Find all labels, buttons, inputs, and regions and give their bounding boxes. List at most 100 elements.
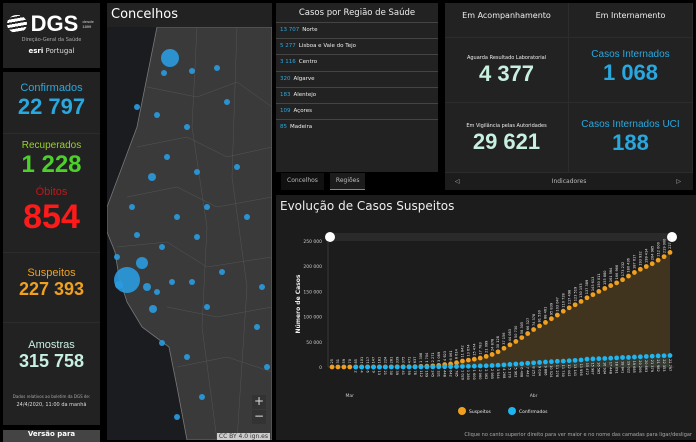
data-point-suspeitos[interactable] xyxy=(584,295,590,301)
data-point-suspeitos[interactable] xyxy=(626,273,631,279)
data-point-suspeitos[interactable] xyxy=(537,323,542,329)
data-point-suspeitos[interactable] xyxy=(454,360,459,366)
data-point-suspeitos[interactable] xyxy=(329,364,335,370)
case-bubble[interactable] xyxy=(204,304,210,310)
data-point-confirmados[interactable] xyxy=(655,353,661,359)
case-bubble[interactable] xyxy=(234,164,240,170)
data-point-confirmados[interactable] xyxy=(537,360,542,365)
data-point-confirmados[interactable] xyxy=(590,356,596,362)
data-point-suspeitos[interactable] xyxy=(531,327,537,332)
data-point-confirmados[interactable] xyxy=(448,364,453,370)
data-point-confirmados[interactable] xyxy=(626,355,631,360)
data-point-confirmados[interactable] xyxy=(507,361,513,367)
data-point-confirmados[interactable] xyxy=(477,363,483,369)
region-row[interactable]: 109 Açores xyxy=(276,102,438,119)
data-point-confirmados[interactable] xyxy=(495,362,501,368)
data-point-suspeitos[interactable] xyxy=(661,254,667,260)
case-bubble[interactable] xyxy=(184,124,190,130)
data-point-confirmados[interactable] xyxy=(608,355,614,361)
data-point-confirmados[interactable] xyxy=(584,356,590,362)
data-point-suspeitos[interactable] xyxy=(513,339,519,344)
data-point-confirmados[interactable] xyxy=(649,353,655,359)
data-point-confirmados[interactable] xyxy=(667,353,673,358)
map-panel[interactable]: Concelhos + − CC BY 4.0 ign.es xyxy=(107,3,272,440)
case-bubble[interactable] xyxy=(154,289,160,295)
data-point-suspeitos[interactable] xyxy=(495,349,501,355)
case-bubble[interactable] xyxy=(161,70,167,76)
case-bubble[interactable] xyxy=(143,283,151,291)
data-point-confirmados[interactable] xyxy=(371,364,376,370)
data-point-confirmados[interactable] xyxy=(602,356,608,361)
data-point-suspeitos[interactable] xyxy=(667,249,673,255)
data-point-suspeitos[interactable] xyxy=(637,266,643,272)
case-bubble[interactable] xyxy=(204,204,210,210)
case-bubble[interactable] xyxy=(114,254,120,260)
data-point-confirmados[interactable] xyxy=(412,364,418,370)
case-bubble[interactable] xyxy=(136,257,148,269)
data-point-suspeitos[interactable] xyxy=(620,277,625,283)
data-point-suspeitos[interactable] xyxy=(477,355,483,361)
data-point-confirmados[interactable] xyxy=(614,355,620,361)
data-point-confirmados[interactable] xyxy=(430,364,436,370)
case-bubble[interactable] xyxy=(161,49,179,67)
range-slider-start-handle[interactable] xyxy=(325,232,335,242)
case-bubble[interactable] xyxy=(219,269,225,275)
case-bubble[interactable] xyxy=(194,234,200,240)
case-bubble[interactable] xyxy=(244,214,250,220)
data-point-confirmados[interactable] xyxy=(566,358,572,364)
case-bubble[interactable] xyxy=(164,154,170,160)
data-point-confirmados[interactable] xyxy=(661,353,667,359)
zoom-out-button[interactable]: − xyxy=(252,409,266,424)
case-bubble[interactable] xyxy=(174,214,180,220)
data-point-suspeitos[interactable] xyxy=(483,353,489,359)
range-slider-end-handle[interactable] xyxy=(667,232,677,242)
data-point-suspeitos[interactable] xyxy=(590,292,596,298)
map-attribution[interactable]: CC BY 4.0 ign.es xyxy=(216,433,270,440)
data-point-confirmados[interactable] xyxy=(424,364,430,370)
tab-regioes[interactable]: Regiões xyxy=(329,173,366,190)
case-bubble[interactable] xyxy=(189,68,195,74)
tab-concelhos[interactable]: Concelhos xyxy=(281,173,324,190)
case-bubble[interactable] xyxy=(115,281,123,289)
data-point-confirmados[interactable] xyxy=(436,364,442,370)
data-point-suspeitos[interactable] xyxy=(608,283,614,288)
data-point-suspeitos[interactable] xyxy=(596,288,602,294)
case-bubble[interactable] xyxy=(159,244,165,250)
map-canvas[interactable] xyxy=(107,27,272,440)
case-bubble[interactable] xyxy=(149,305,157,313)
data-point-suspeitos[interactable] xyxy=(549,316,554,322)
data-point-confirmados[interactable] xyxy=(596,356,602,362)
data-point-suspeitos[interactable] xyxy=(649,261,655,267)
data-point-suspeitos[interactable] xyxy=(578,299,584,304)
data-point-suspeitos[interactable] xyxy=(572,302,578,308)
data-point-suspeitos[interactable] xyxy=(347,364,353,370)
case-bubble[interactable] xyxy=(114,267,140,293)
data-point-suspeitos[interactable] xyxy=(614,280,620,286)
case-bubble[interactable] xyxy=(264,364,270,370)
data-point-suspeitos[interactable] xyxy=(655,257,661,263)
region-row[interactable]: 13 707 Norte xyxy=(276,22,438,38)
case-bubble[interactable] xyxy=(224,99,230,105)
legend-marker[interactable] xyxy=(508,407,516,415)
case-bubble[interactable] xyxy=(134,104,140,110)
legend-label[interactable]: Suspeitos xyxy=(469,409,491,415)
data-point-confirmados[interactable] xyxy=(483,363,489,369)
case-bubble[interactable] xyxy=(148,173,156,181)
legend-label[interactable]: Confirmados xyxy=(519,409,548,415)
case-bubble[interactable] xyxy=(134,232,140,238)
data-point-confirmados[interactable] xyxy=(353,364,359,370)
data-point-confirmados[interactable] xyxy=(418,364,424,370)
region-row[interactable]: 183 Alentejo xyxy=(276,86,438,103)
region-row[interactable]: 5 277 Lisboa e Vale do Tejo xyxy=(276,38,438,54)
data-point-confirmados[interactable] xyxy=(519,361,525,367)
data-point-confirmados[interactable] xyxy=(620,355,625,360)
case-bubble[interactable] xyxy=(159,340,165,346)
data-point-confirmados[interactable] xyxy=(578,357,584,363)
case-bubble[interactable] xyxy=(194,169,200,175)
range-slider-track[interactable] xyxy=(326,233,676,241)
data-point-suspeitos[interactable] xyxy=(602,286,608,291)
case-bubble[interactable] xyxy=(184,354,190,360)
data-point-suspeitos[interactable] xyxy=(471,356,477,362)
data-point-confirmados[interactable] xyxy=(442,364,448,370)
data-point-suspeitos[interactable] xyxy=(501,345,507,351)
